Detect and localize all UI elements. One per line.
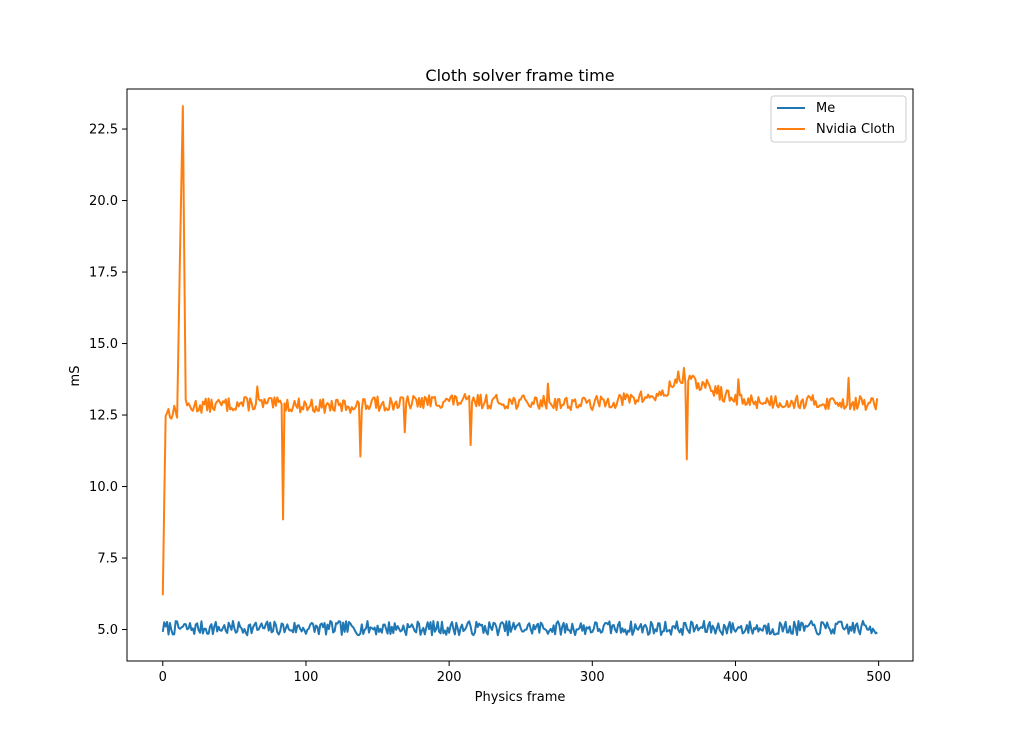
series-group (161, 105, 879, 637)
series-line-nvidia-cloth (161, 105, 879, 596)
series-line-me (161, 619, 878, 637)
x-tick-label: 0 (159, 670, 167, 685)
y-axis-label: mS (68, 366, 83, 387)
legend-label-me: Me (816, 101, 835, 116)
legend: Me Nvidia Cloth (770, 95, 907, 143)
x-tick-label: 400 (723, 670, 748, 685)
y-tick-label: 5.0 (97, 623, 118, 638)
y-tick-label: 15.0 (89, 337, 118, 352)
x-tick-label: 100 (294, 670, 319, 685)
legend-label-nvidia-cloth: Nvidia Cloth (816, 122, 895, 137)
y-tick-label: 12.5 (89, 409, 118, 424)
y-axis: 5.0 7.5 10.0 12.5 15.0 17.5 20.0 22.5 (89, 123, 127, 638)
y-tick-label: 10.0 (89, 480, 118, 495)
y-tick-label: 20.0 (89, 194, 118, 209)
plot-area (126, 88, 914, 662)
x-tick-label: 500 (866, 670, 891, 685)
y-tick-label: 22.5 (89, 123, 118, 138)
x-tick-label: 200 (437, 670, 462, 685)
plot-frame (126, 88, 914, 662)
chart-title: Cloth solver frame time (425, 66, 614, 85)
x-axis-label: Physics frame (475, 690, 566, 705)
y-tick-label: 17.5 (89, 266, 118, 281)
x-axis: 0 100 200 300 400 500 (159, 661, 891, 685)
plot-background (127, 89, 913, 661)
x-tick-label: 300 (580, 670, 605, 685)
y-tick-label: 7.5 (97, 552, 118, 567)
